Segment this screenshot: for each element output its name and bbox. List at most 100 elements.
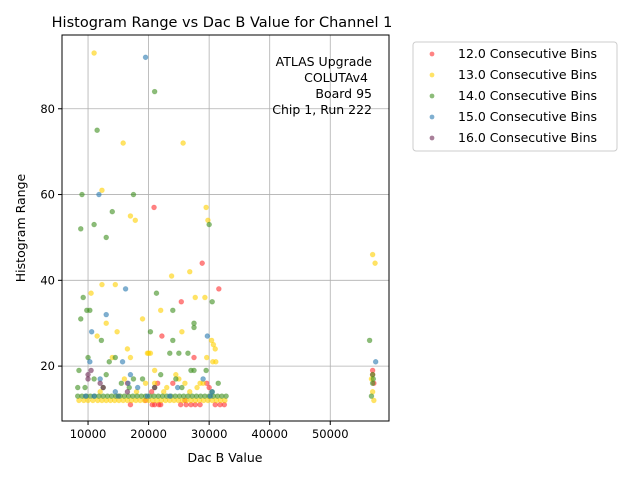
data-point — [124, 346, 131, 352]
data-point — [130, 191, 137, 198]
data-point — [112, 354, 119, 361]
data-point — [106, 359, 113, 365]
data-point — [204, 333, 211, 339]
data-point — [103, 320, 110, 327]
data-point — [191, 324, 197, 331]
data-point — [176, 350, 182, 357]
legend-marker — [429, 135, 435, 141]
annotation: ATLAS Upgrade COLUTAv4 Board 95 Chip 1, … — [272, 54, 372, 117]
data-points — [74, 50, 379, 408]
data-point — [91, 50, 97, 56]
legend-label: 16.0 Consecutive Bins — [458, 130, 597, 145]
y-axis: 20 40 60 80 — [40, 102, 62, 373]
data-point — [96, 191, 102, 198]
data-point — [91, 221, 97, 228]
data-point — [178, 298, 185, 305]
chart-title: Histogram Range vs Dac B Value for Chann… — [52, 15, 393, 31]
data-point — [223, 393, 229, 399]
data-point — [186, 268, 193, 275]
data-point — [109, 208, 116, 215]
data-point — [103, 371, 110, 378]
data-point — [168, 273, 175, 279]
data-point — [98, 337, 105, 344]
data-point — [122, 286, 129, 292]
legend-label: 15.0 Consecutive Bins — [458, 109, 597, 124]
data-point — [147, 350, 154, 357]
data-point — [371, 397, 377, 404]
data-point — [173, 376, 179, 382]
data-point — [97, 380, 103, 387]
annotation-line: Board 95 — [315, 86, 372, 101]
data-point — [192, 294, 199, 301]
data-point — [87, 359, 93, 365]
data-point — [77, 316, 84, 322]
data-point — [210, 341, 217, 348]
annotation-line: COLUTAv4 — [304, 70, 368, 85]
y-axis-label: Histogram Range — [13, 173, 28, 282]
data-point — [369, 380, 376, 387]
data-point — [91, 376, 97, 382]
legend: 12.0 Consecutive Bins 13.0 Consecutive Bi… — [412, 41, 618, 152]
data-point — [209, 298, 215, 305]
data-point — [142, 380, 149, 387]
legend-marker — [429, 72, 435, 78]
data-point — [103, 234, 110, 241]
data-point — [163, 384, 170, 391]
data-point — [369, 371, 376, 378]
data-point — [127, 354, 134, 361]
legend-marker — [429, 51, 435, 57]
x-tick-label: 10000 — [70, 427, 107, 441]
y-tick-label: 20 — [40, 359, 55, 373]
data-point — [203, 367, 209, 374]
data-point — [215, 380, 222, 387]
data-point — [177, 401, 184, 408]
data-point — [202, 294, 208, 301]
data-point — [127, 213, 134, 219]
data-point — [88, 367, 94, 374]
data-point — [77, 226, 84, 232]
data-point — [130, 376, 137, 382]
data-point — [80, 294, 86, 301]
data-point — [186, 389, 193, 395]
data-point — [185, 350, 191, 357]
data-point — [170, 380, 176, 387]
data-point — [151, 204, 157, 211]
data-point — [125, 380, 131, 387]
x-tick-label: 40000 — [251, 427, 288, 441]
data-point — [85, 397, 91, 404]
data-point — [142, 54, 149, 61]
data-point — [369, 251, 376, 258]
data-point — [372, 359, 379, 365]
data-point — [85, 354, 91, 361]
data-point — [91, 393, 97, 399]
data-point — [213, 359, 219, 365]
data-point — [159, 333, 165, 339]
data-point — [100, 384, 106, 391]
data-point — [87, 307, 93, 314]
data-point — [180, 140, 186, 146]
data-point — [82, 384, 88, 391]
data-point — [174, 384, 181, 391]
data-point — [368, 393, 375, 399]
data-point — [134, 384, 141, 391]
data-point — [372, 260, 378, 266]
legend-label: 13.0 Consecutive Bins — [458, 67, 597, 82]
data-point — [120, 140, 126, 146]
y-tick-label: 40 — [40, 273, 55, 287]
x-axis-label: Dac B Value — [187, 450, 262, 465]
legend-label: 14.0 Consecutive Bins — [458, 88, 597, 103]
data-point — [153, 290, 160, 296]
data-point — [112, 281, 119, 288]
data-point — [212, 346, 219, 352]
data-point — [99, 281, 105, 288]
data-point — [151, 384, 158, 391]
x-tick-label: 20000 — [130, 427, 167, 441]
y-tick-label: 80 — [40, 102, 55, 116]
legend-marker — [429, 93, 435, 99]
data-point — [139, 316, 146, 322]
grid — [62, 35, 389, 421]
data-point — [147, 328, 154, 335]
legend-marker — [429, 114, 435, 120]
data-point — [88, 290, 94, 296]
data-point — [88, 328, 95, 335]
